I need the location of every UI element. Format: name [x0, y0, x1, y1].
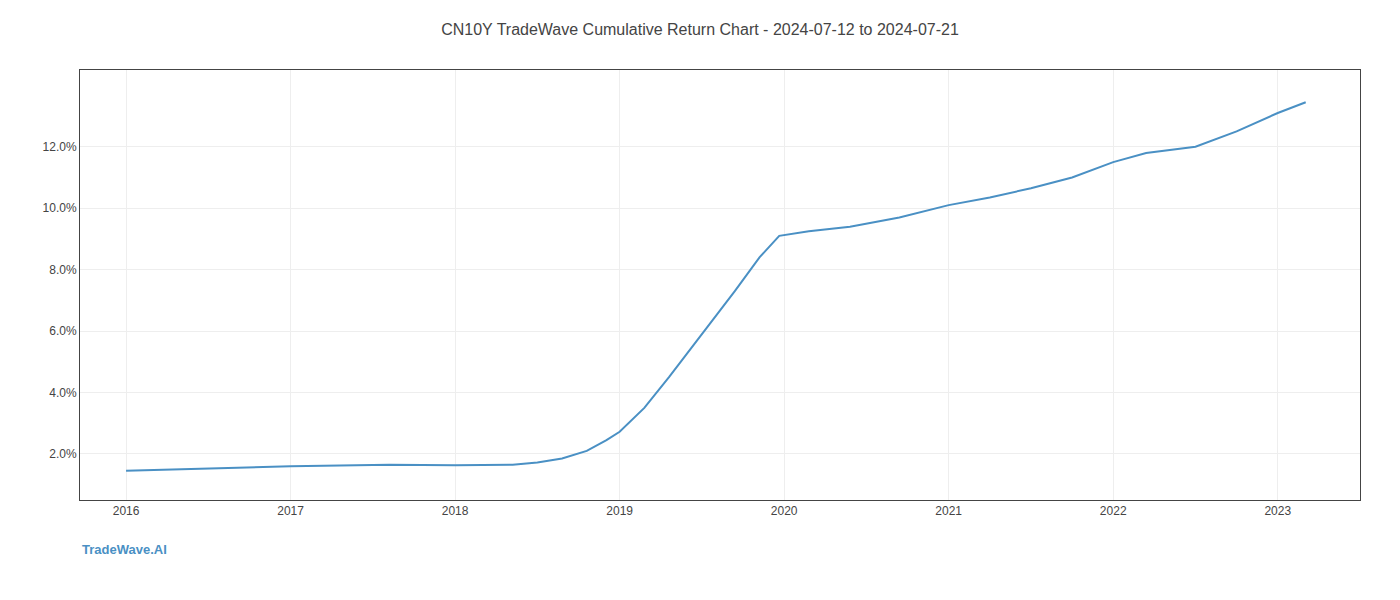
- svg-text:2017: 2017: [277, 504, 304, 518]
- svg-text:2016: 2016: [113, 504, 140, 518]
- svg-text:TradeWave.AI: TradeWave.AI: [82, 542, 167, 557]
- svg-text:2020: 2020: [771, 504, 798, 518]
- svg-text:8.0%: 8.0%: [49, 263, 77, 277]
- svg-text:2022: 2022: [1100, 504, 1127, 518]
- svg-text:2023: 2023: [1264, 504, 1291, 518]
- svg-text:4.0%: 4.0%: [49, 386, 77, 400]
- svg-text:6.0%: 6.0%: [49, 324, 77, 338]
- svg-text:10.0%: 10.0%: [43, 201, 77, 215]
- svg-text:2021: 2021: [935, 504, 962, 518]
- svg-text:CN10Y TradeWave Cumulative Ret: CN10Y TradeWave Cumulative Return Chart …: [441, 21, 959, 38]
- svg-text:2018: 2018: [442, 504, 469, 518]
- svg-text:2.0%: 2.0%: [49, 447, 77, 461]
- svg-text:2019: 2019: [606, 504, 633, 518]
- svg-text:12.0%: 12.0%: [43, 140, 77, 154]
